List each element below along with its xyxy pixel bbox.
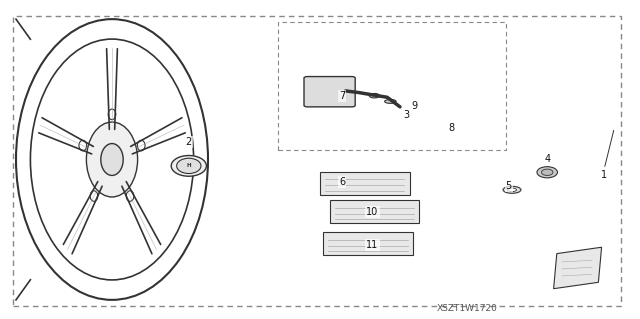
Text: 9: 9 [412, 101, 418, 111]
Text: 4: 4 [544, 154, 550, 165]
Text: XSZT1W1720: XSZT1W1720 [436, 304, 498, 313]
Ellipse shape [172, 155, 206, 176]
Ellipse shape [138, 140, 145, 151]
Ellipse shape [86, 122, 138, 197]
Ellipse shape [126, 191, 134, 201]
Ellipse shape [79, 140, 86, 151]
FancyBboxPatch shape [304, 77, 355, 107]
Text: 1: 1 [600, 170, 607, 181]
Ellipse shape [508, 188, 516, 191]
Ellipse shape [177, 158, 201, 174]
Text: 10: 10 [366, 207, 379, 217]
Ellipse shape [369, 93, 380, 98]
Polygon shape [554, 247, 602, 289]
Ellipse shape [541, 169, 553, 175]
Text: 8: 8 [448, 122, 454, 133]
Text: 11: 11 [366, 240, 379, 250]
Text: 5: 5 [506, 181, 512, 191]
Text: H: H [186, 163, 191, 168]
Ellipse shape [385, 100, 396, 103]
Ellipse shape [101, 144, 123, 175]
Ellipse shape [90, 191, 98, 201]
FancyBboxPatch shape [320, 172, 410, 195]
Ellipse shape [503, 186, 521, 193]
FancyBboxPatch shape [323, 232, 413, 255]
Ellipse shape [108, 109, 116, 120]
Text: 3: 3 [403, 110, 410, 121]
Ellipse shape [537, 167, 557, 178]
Text: 2: 2 [186, 137, 192, 147]
FancyBboxPatch shape [330, 200, 419, 223]
Text: 7: 7 [339, 91, 346, 101]
Text: 6: 6 [339, 177, 346, 188]
